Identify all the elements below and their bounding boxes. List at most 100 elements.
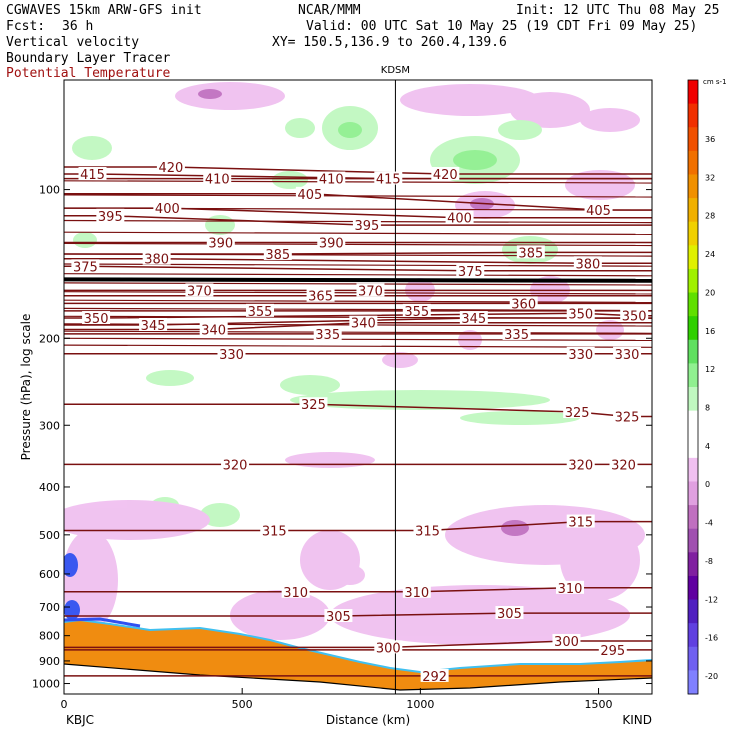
theta-label-bg xyxy=(199,322,228,336)
theta-label-bg xyxy=(78,167,107,181)
theta-label-bg xyxy=(317,235,346,249)
y-tick-label: 500 xyxy=(39,529,60,542)
colorbar-swatch xyxy=(688,457,698,482)
theta-label: 395 xyxy=(354,219,379,234)
theta-label-bg xyxy=(516,245,545,259)
theta-label-bg xyxy=(352,218,381,232)
theta-label: 410 xyxy=(205,173,230,188)
theta-label-bg xyxy=(299,397,328,411)
theta-label: 395 xyxy=(98,210,123,225)
colorbar-swatch xyxy=(688,245,698,270)
field-potential-temperature: Potential Temperature xyxy=(6,66,171,81)
theta-contour-395 xyxy=(64,215,652,226)
theta-label-bg xyxy=(495,606,524,620)
y-tick-label: 1000 xyxy=(32,678,60,691)
theta-label-bg xyxy=(584,203,613,217)
theta-label: 360 xyxy=(511,297,536,312)
theta-contour xyxy=(64,273,652,277)
theta-label: 365 xyxy=(308,290,333,305)
colorbar-swatch xyxy=(688,552,698,577)
theta-label: 400 xyxy=(447,212,472,227)
theta-label-bg xyxy=(281,584,310,598)
theta-contour xyxy=(64,180,652,184)
theta-label-bg xyxy=(502,326,531,340)
y-tick-label: 300 xyxy=(39,419,60,432)
theta-label-bg xyxy=(566,457,595,471)
theta-label: 420 xyxy=(158,161,183,176)
colorbar-unit: cm s-1 xyxy=(703,78,727,86)
theta-label: 315 xyxy=(415,525,440,540)
field-boundary-layer-tracer: Boundary Layer Tracer xyxy=(6,51,171,66)
theta-label: 350 xyxy=(568,307,593,322)
colorbar-tick-label: 32 xyxy=(705,173,715,182)
theta-label: 405 xyxy=(586,204,611,219)
theta-label: 325 xyxy=(565,406,590,421)
theta-contour-415 xyxy=(64,173,652,180)
theta-label-bg xyxy=(552,633,581,647)
theta-label-bg xyxy=(374,640,403,654)
theta-label: 320 xyxy=(568,458,593,473)
colorbar-swatch xyxy=(688,150,698,175)
theta-label: 295 xyxy=(600,644,625,659)
colorbar-swatch xyxy=(688,198,698,223)
theta-contour-340 xyxy=(64,321,652,331)
theta-label: 345 xyxy=(461,312,486,327)
theta-label-bg xyxy=(217,346,246,360)
colorbar-tick-label: -8 xyxy=(705,557,713,566)
theta-label-bg xyxy=(402,584,431,598)
colorbar-swatch xyxy=(688,316,698,341)
colorbar-swatch xyxy=(688,80,698,105)
theta-contour xyxy=(64,231,652,235)
theta-contour-300 xyxy=(64,640,652,649)
theta-label-bg xyxy=(142,251,171,265)
colorbar-tick-label: 28 xyxy=(705,212,715,221)
colorbar-tick-label: 36 xyxy=(705,135,715,144)
y-tick-label: 400 xyxy=(39,481,60,494)
theta-label: 305 xyxy=(326,610,351,625)
colorbar-swatch xyxy=(688,387,698,412)
theta-label-bg xyxy=(349,315,378,329)
colorbar-tick-label: -4 xyxy=(705,519,713,528)
theta-label: 325 xyxy=(301,398,326,413)
x-tick-label: 0 xyxy=(61,698,68,711)
theta-label: 320 xyxy=(611,458,636,473)
theta-label-bg xyxy=(459,311,488,325)
colorbar-tick-label: -16 xyxy=(705,634,718,643)
theta-label-bg xyxy=(306,288,335,302)
colorbar-swatch xyxy=(688,481,698,506)
theta-label: 315 xyxy=(262,525,287,540)
theta-contour xyxy=(64,194,652,198)
theta-label: 292 xyxy=(422,670,447,685)
valid-time: Valid: 00 UTC Sat 10 May 25 (19 CDT Fri … xyxy=(306,19,698,34)
x-tick-label: 500 xyxy=(232,698,253,711)
colorbar-swatch xyxy=(688,670,698,695)
theta-label: 350 xyxy=(84,312,109,327)
colorbar: cm s-1 36 32 28 24 20 16 12 8 4 0 -4 -8 -12 -16 -20 xyxy=(687,78,727,695)
fcst-label: Fcst: xyxy=(6,19,46,34)
theta-contour xyxy=(64,242,652,247)
theta-label: 345 xyxy=(141,319,166,334)
theta-label: 420 xyxy=(433,168,458,183)
theta-label-bg xyxy=(420,668,449,682)
theta-label-bg xyxy=(556,580,585,594)
theta-contour-380 xyxy=(64,257,652,265)
colorbar-frame xyxy=(687,79,699,695)
colorbar-swatch xyxy=(688,599,698,624)
theta-label: 335 xyxy=(504,328,529,343)
theta-label-bg xyxy=(613,409,642,423)
colorbar-swatch xyxy=(688,434,698,459)
theta-label-bg xyxy=(613,346,642,360)
theta-label: 380 xyxy=(144,253,169,268)
theta-label-bg xyxy=(324,609,353,623)
left-station-label: KBJC xyxy=(66,713,94,727)
theta-label-bg xyxy=(509,296,538,310)
theta-label-bg xyxy=(263,246,292,260)
theta-label-bg xyxy=(260,523,289,537)
theta-label: 385 xyxy=(265,248,290,263)
theta-label: 315 xyxy=(568,516,593,531)
colorbar-tick-label: 24 xyxy=(705,250,715,259)
theta-label-bg xyxy=(153,201,182,215)
theta-label-bg xyxy=(598,642,627,656)
theta-label-bg xyxy=(313,326,342,340)
